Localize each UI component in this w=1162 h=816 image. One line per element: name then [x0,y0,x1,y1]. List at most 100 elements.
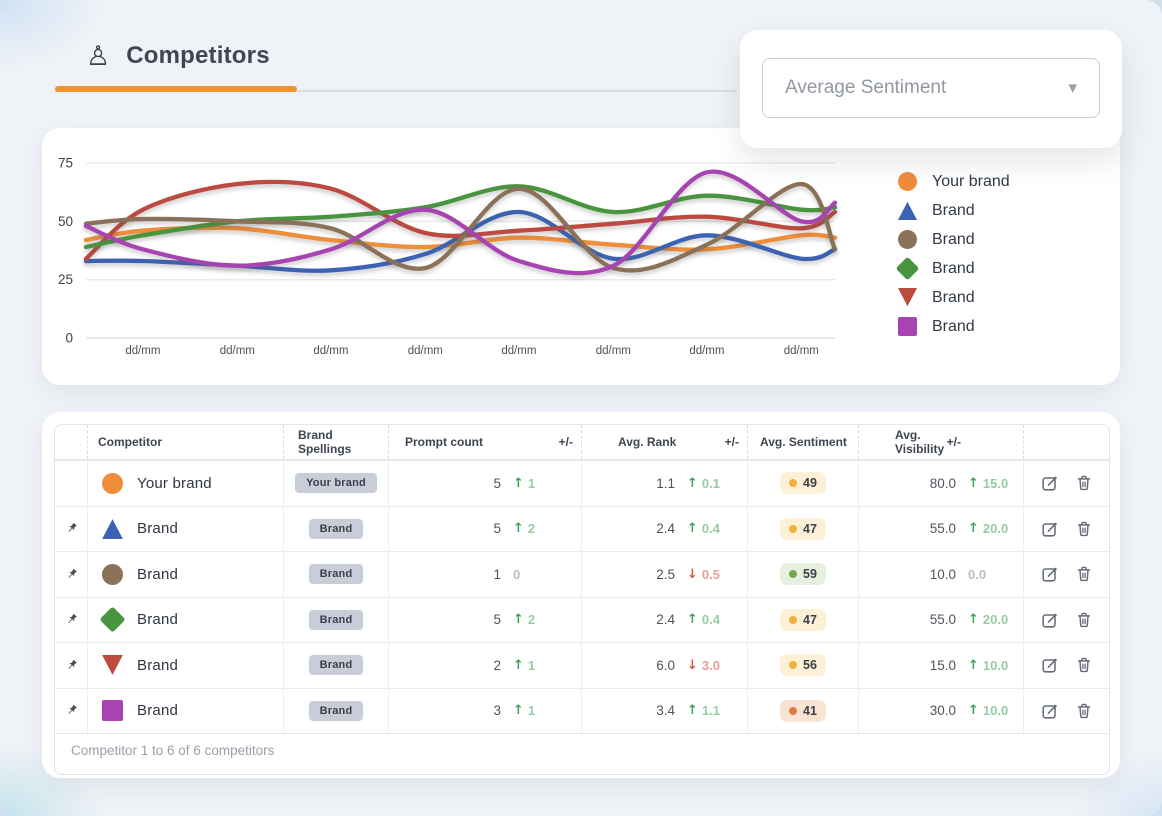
legend-item-brand-3[interactable]: Brand [895,256,1010,281]
series-marker [898,172,917,191]
brand-spelling-chip: Brand [308,700,364,721]
edit-button[interactable] [1040,564,1060,584]
prompt-count-delta: ↑ 1 [501,658,555,673]
prompt-count-delta: ↑ 2 [501,612,555,627]
legend-item-brand-4[interactable]: Brand [898,288,1010,307]
delta-value: 2 [527,612,536,628]
legend-label: Brand [932,230,975,248]
x-axis-tick-label: dd/mm [501,345,536,357]
metric-select[interactable]: Average Sentiment ▾ [762,58,1100,118]
actions-cell [1023,506,1109,551]
delete-button[interactable] [1074,564,1094,584]
edit-pencil-icon [1041,522,1057,537]
prompt-count-delta: ↑ 1 [501,703,555,718]
avg-visibility-cell: 80.0 ↑ 15.0 [858,461,1023,506]
edit-button[interactable] [1040,701,1060,721]
header-pin-column [55,425,87,459]
prompt-count-delta: ↑ 2 [501,521,555,536]
legend-item-brand-5[interactable]: Brand [898,317,1010,336]
delta-value: 3.0 [701,657,720,673]
delta-value: 2 [527,521,536,537]
delta-value: 10.0 [982,657,1009,673]
legend-item-brand-1[interactable]: Brand [898,201,1010,220]
table-header-row: Competitor Brand Spellings Prompt count +… [55,425,1109,460]
series-marker [895,256,920,281]
series-marker [898,317,917,336]
legend-label: Brand [932,259,975,277]
avg-rank-value: 6.0 [656,657,675,673]
prompt-count-value: 5 [493,475,501,491]
pin-cell[interactable] [55,689,87,734]
header-prompt-count-label: Prompt count [405,435,483,449]
delete-button[interactable] [1074,701,1094,721]
edit-button[interactable] [1040,519,1060,539]
arrow-icon: ↑ [513,612,524,628]
edit-button[interactable] [1040,655,1060,675]
x-axis-tick-label: dd/mm [784,345,819,357]
delete-button[interactable] [1074,473,1094,493]
avg-visibility-cell: 15.0 ↑ 10.0 [858,643,1023,688]
sentiment-value: 41 [803,703,817,718]
sentiment-badge: 47 [780,608,826,631]
pin-icon [68,705,77,715]
tab-competitors-label: Competitors [126,42,270,69]
tab-competitors[interactable]: ♙ Competitors [86,42,270,70]
actions-cell [1023,597,1109,642]
avg-visibility-delta: ↑ 20.0 [956,521,1015,536]
pin-cell[interactable] [55,552,87,597]
avg-sentiment-cell: 59 [747,552,858,597]
pin-cell[interactable] [55,507,87,552]
table-row: Brand Brand 2 ↑ 1 6.0 ↓ 3.0 56 15.0 ↑ 10.0 [55,642,1109,688]
avg-visibility-value: 30.0 [929,703,956,719]
delta-value: 0.1 [701,475,720,491]
brand-marker [102,519,123,540]
spelling-cell: Brand [283,688,388,733]
legend-label: Brand [932,201,975,219]
spelling-cell: Brand [283,643,388,688]
pin-cell[interactable] [55,643,87,688]
actions-cell [1023,461,1109,506]
avg-rank-value: 1.1 [656,475,675,491]
metric-select-value: Average Sentiment [785,77,947,98]
prompt-count-cell: 5 ↑ 2 [388,597,581,642]
avg-sentiment-cell: 49 [747,461,858,506]
sentiment-value: 59 [803,567,817,582]
prompt-count-delta: 0 [501,567,555,582]
arrow-icon: ↑ [968,612,979,628]
avg-rank-delta: ↓ 0.5 [675,567,731,582]
legend-item-brand-2[interactable]: Brand [898,230,1010,249]
legend-label: Your brand [932,172,1010,190]
brand-marker [99,606,126,633]
avg-visibility-delta: ↑ 20.0 [956,612,1015,627]
edit-button[interactable] [1040,610,1060,630]
arrow-icon: ↑ [513,521,524,537]
sentiment-badge: 49 [780,472,826,495]
header-actions-column [1023,425,1109,459]
delete-button[interactable] [1074,519,1094,539]
avg-rank-cell: 6.0 ↓ 3.0 [581,643,747,688]
arrow-icon: ↑ [513,657,524,673]
delta-value: 1 [527,657,536,673]
avg-visibility-delta: 0.0 [956,567,1015,582]
trash-icon [1077,703,1090,718]
delta-value: 0.4 [701,521,720,537]
sentiment-value: 47 [803,521,817,536]
competitors-table-card: Competitor Brand Spellings Prompt count +… [42,412,1120,778]
prompt-count-value: 3 [493,703,501,719]
arrow-icon: ↑ [687,703,698,719]
pin-cell[interactable] [55,598,87,643]
delete-button[interactable] [1074,610,1094,630]
sentiment-dot-icon [789,615,798,624]
delete-button[interactable] [1074,655,1094,675]
pin-icon [68,614,77,624]
active-tab-underline [55,86,297,92]
delta-value: 0.5 [701,566,720,582]
series-marker [898,288,917,307]
avg-sentiment-cell: 47 [747,597,858,642]
delta-value: 0.0 [968,566,987,582]
delta-value: 1.1 [701,703,720,719]
pin-cell[interactable] [55,461,87,506]
competitor-name: Your brand [137,474,212,492]
legend-item-your-brand[interactable]: Your brand [898,172,1010,191]
edit-button[interactable] [1040,473,1060,493]
